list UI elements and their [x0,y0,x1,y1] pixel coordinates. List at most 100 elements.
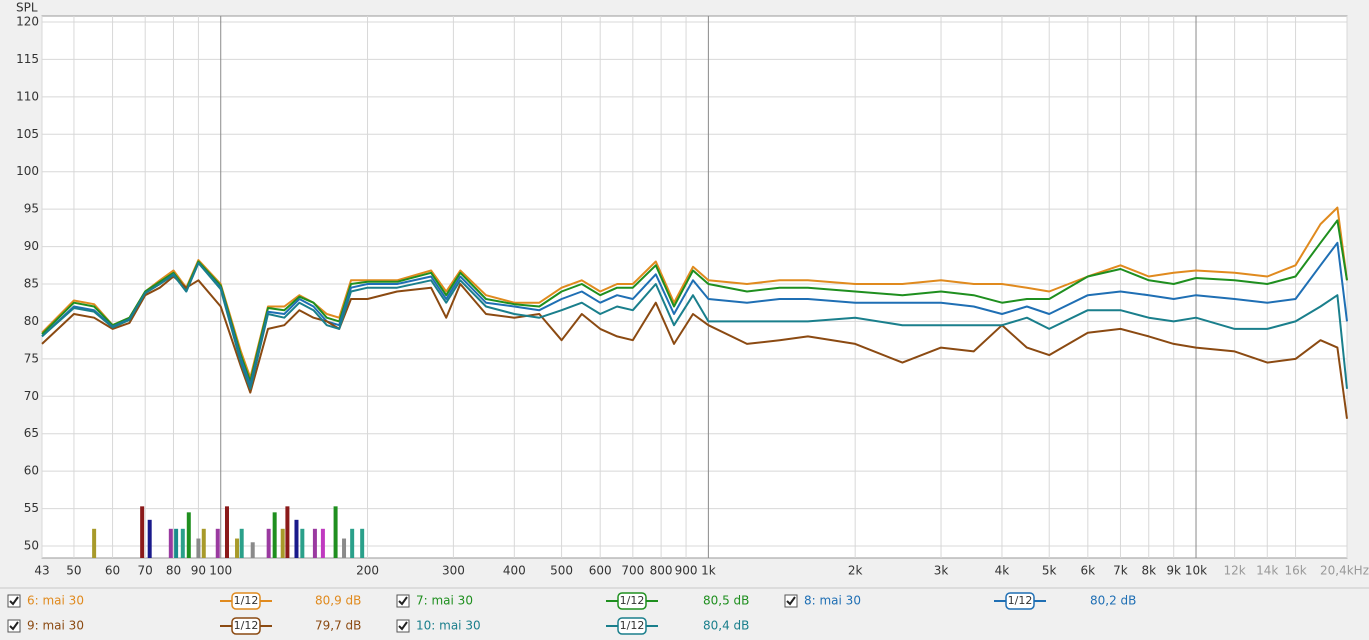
legend-smoothing-box[interactable] [617,617,647,635]
legend-check [786,596,796,606]
marker-bar [294,519,299,558]
y-tick-label: 120 [16,14,39,28]
marker-bar [250,542,255,558]
x-tick-label: 500 [550,564,573,578]
legend-name: 10: mai 30 [416,619,481,633]
x-tick-label: 400 [503,564,526,578]
legend-check [398,621,408,631]
y-tick-label: 100 [16,164,39,178]
x-tick-label: 16k [1284,564,1306,578]
marker-bar [312,528,317,558]
legend-level: 80,4 dB [703,619,749,633]
series-line [41,262,1348,390]
x-tick-label: 1k [701,564,716,578]
x-tick-label: 7k [1113,564,1128,578]
y-tick-label: 95 [24,202,39,216]
x-tick-label: 43 [34,564,49,578]
x-tick-label: 100 [209,564,232,578]
legend-smoothing-box[interactable] [231,592,261,610]
legend-check [9,621,19,631]
legend-level: 80,2 dB [1090,594,1136,608]
legend-name: 7: mai 30 [416,594,473,608]
marker-bar [147,519,152,558]
x-tick-label: 50 [66,564,81,578]
x-tick-label: 70 [138,564,153,578]
x-tick-label: 5k [1042,564,1057,578]
marker-bar [92,528,97,558]
marker-bar [266,528,271,558]
y-tick-label: 70 [24,389,39,403]
marker-bar [168,528,173,558]
marker-bar [342,538,347,558]
marker-bar [140,506,145,558]
series-line [41,219,1348,383]
x-tick-label: 700 [621,564,644,578]
y-tick-label: 85 [24,277,39,291]
series-line [41,275,1348,419]
y-tick-label: 65 [24,426,39,440]
legend-level: 79,7 dB [315,619,361,633]
x-tick-label: 14k [1256,564,1278,578]
marker-bar [224,506,229,558]
y-tick-label: 75 [24,351,39,365]
x-tick-label: 900 [675,564,698,578]
x-tick-label: 2k [848,564,863,578]
y-tick-label: 90 [24,239,39,253]
y-tick-label: 115 [16,52,39,66]
x-tick-label: 3k [934,564,949,578]
marker-bar [333,506,338,558]
marker-bar [196,538,201,558]
marker-bar [350,528,355,558]
marker-bar [272,512,277,558]
marker-bar [300,528,305,558]
legend-name: 6: mai 30 [27,594,84,608]
marker-bar [239,528,244,558]
legend-check [398,596,408,606]
marker-bar [360,528,365,558]
x-tick-label: 90 [191,564,206,578]
legend-smoothing: 1/12 [620,619,645,632]
x-tick-label: 6k [1081,564,1096,578]
x-tick-label: 10k [1185,564,1207,578]
x-tick-label: 800 [650,564,673,578]
marker-bar [235,538,240,558]
x-tick-label: 9k [1166,564,1181,578]
x-tick-label: 8k [1141,564,1156,578]
legend-level: 80,9 dB [315,594,361,608]
marker-bar [280,528,285,558]
y-axis-label: SPL [16,1,38,15]
legend-name: 8: mai 30 [804,594,861,608]
legend-smoothing: 1/12 [1008,594,1033,607]
x-tick-label: 12k [1224,564,1246,578]
legend-smoothing-box[interactable] [1005,592,1035,610]
x-tick-label: 300 [442,564,465,578]
x-tick-label: 60 [105,564,120,578]
marker-bar [186,512,191,558]
x-tick-label: 4k [995,564,1010,578]
y-tick-label: 80 [24,314,39,328]
legend-level: 80,5 dB [703,594,749,608]
legend-name: 9: mai 30 [27,619,84,633]
x-tick-label: 20,4kHz [1320,564,1369,578]
y-tick-label: 110 [16,89,39,103]
legend-smoothing-box[interactable] [231,617,261,635]
plot-area [41,15,1348,559]
y-tick-label: 60 [24,464,39,478]
y-tick-label: 55 [24,501,39,515]
x-tick-label: 600 [589,564,612,578]
legend-smoothing: 1/12 [620,594,645,607]
y-tick-label: 50 [24,539,39,553]
marker-bar [174,528,179,558]
marker-bar [215,528,220,558]
legend-check [9,596,19,606]
marker-bar [285,506,290,558]
y-tick-label: 105 [16,127,39,141]
marker-bar [201,528,206,558]
series-line [41,206,1348,379]
marker-bar [320,528,325,558]
x-tick-label: 80 [166,564,181,578]
legend-smoothing: 1/12 [234,594,259,607]
legend-smoothing-box[interactable] [617,592,647,610]
x-tick-label: 200 [356,564,379,578]
